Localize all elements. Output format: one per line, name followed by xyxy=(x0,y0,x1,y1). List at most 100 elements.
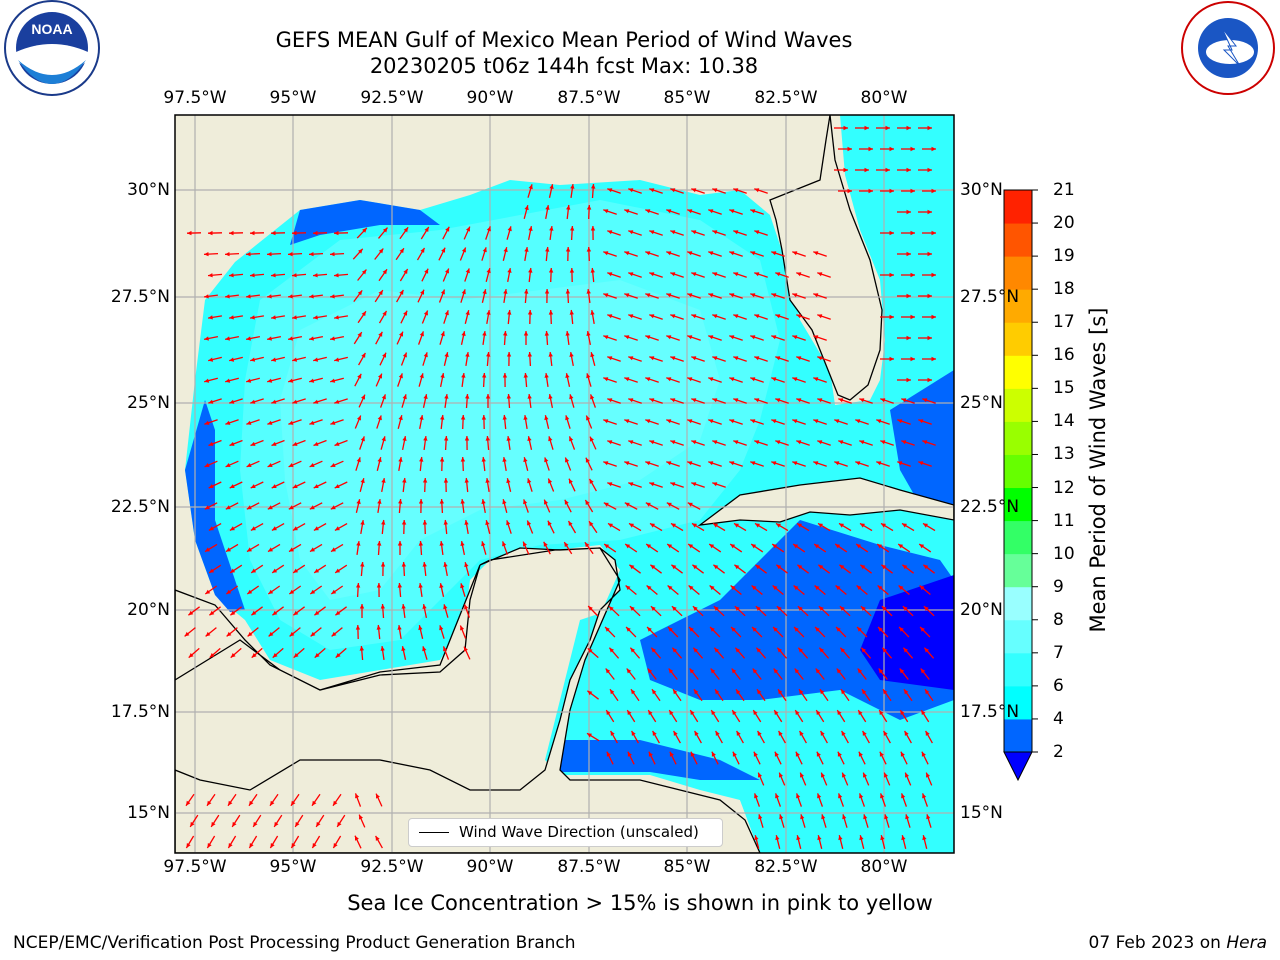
wind-wave-arrowhead xyxy=(204,420,210,425)
wind-wave-arrowhead xyxy=(288,420,294,425)
wind-wave-arrowhead xyxy=(899,668,905,674)
wind-wave-arrowhead xyxy=(586,289,591,294)
sea-ice-note: Sea Ice Concentration > 15% is shown in … xyxy=(347,891,933,915)
wind-wave-arrowhead xyxy=(603,502,609,507)
wind-wave-arrowhead xyxy=(378,248,384,254)
colorbar-tick-label: 21 xyxy=(1053,180,1075,200)
wind-wave-arrowhead xyxy=(397,625,402,630)
wind-wave-arrowhead xyxy=(902,564,908,570)
wind-wave-arrowhead xyxy=(668,627,673,632)
wind-wave-arrowhead xyxy=(931,272,936,278)
wind-wave-arrowhead xyxy=(834,419,840,424)
wind-wave-arrowhead xyxy=(925,730,930,736)
wind-wave-arrowhead xyxy=(708,209,714,214)
wind-wave-arrowhead xyxy=(837,710,842,715)
wind-wave-arrowhead xyxy=(687,335,693,340)
wind-wave-arrowhead xyxy=(838,440,844,445)
wind-wave-arrowhead xyxy=(605,668,611,674)
wind-wave-arrowhead xyxy=(506,478,511,484)
wind-wave-arrowhead xyxy=(652,730,657,736)
wind-wave-arrowhead xyxy=(624,461,630,466)
wind-wave-arrowhead xyxy=(859,398,865,403)
wind-wave-arrowhead xyxy=(688,585,694,591)
wind-wave-arrowhead xyxy=(796,793,801,799)
wind-wave-arrowhead xyxy=(797,606,803,611)
wind-wave-arrowhead xyxy=(910,146,915,152)
wind-wave-arrowhead xyxy=(906,209,911,215)
wind-wave-arrowhead xyxy=(868,146,873,152)
wind-wave-arrowhead xyxy=(359,646,364,651)
east-side-band xyxy=(890,370,954,505)
wind-wave-arrowhead xyxy=(485,394,491,399)
wind-wave-arrowhead xyxy=(750,419,756,424)
wind-wave-arrowhead xyxy=(461,247,466,253)
wind-wave-arrowhead xyxy=(422,520,428,525)
wind-wave-arrowhead xyxy=(377,457,382,463)
wind-wave-arrowhead xyxy=(689,668,695,674)
wind-wave-arrowhead xyxy=(918,419,924,424)
wind-wave-arrowhead xyxy=(271,273,276,278)
wind-wave-arrowhead xyxy=(270,843,275,848)
wind-wave-arrowhead xyxy=(249,800,254,806)
wind-wave-arrowhead xyxy=(443,646,448,652)
wind-wave-arrowhead xyxy=(334,357,340,362)
wind-wave-arrowhead xyxy=(292,230,297,236)
wind-wave-arrowhead xyxy=(506,520,511,526)
wind-wave-arrowhead xyxy=(624,251,630,256)
wind-wave-arrowhead xyxy=(603,377,609,382)
wind-wave-arrowhead xyxy=(569,310,574,315)
lon-tick-top: 90°W xyxy=(466,88,514,108)
wind-wave-arrowhead xyxy=(464,478,469,483)
wind-wave-arrowhead xyxy=(461,331,466,336)
wind-wave-arrowhead xyxy=(267,505,273,510)
wind-wave-arrowhead xyxy=(753,751,758,757)
wind-wave-arrowhead xyxy=(402,352,407,358)
wind-wave-arrowhead xyxy=(733,356,739,361)
wind-wave-arrowhead xyxy=(288,336,293,341)
svg-text:NOAA: NOAA xyxy=(31,21,72,37)
wind-wave-arrowhead xyxy=(856,585,862,591)
wind-wave-arrowhead xyxy=(796,272,802,277)
wind-wave-arrowhead xyxy=(523,541,527,547)
wind-wave-arrowhead xyxy=(927,167,932,173)
lon-tick-bottom: 87.5°W xyxy=(557,857,621,877)
wind-wave-arrowhead xyxy=(712,440,718,445)
wind-wave-arrowhead xyxy=(334,399,340,404)
wind-wave-arrowhead xyxy=(645,335,651,340)
wind-wave-arrowhead xyxy=(860,564,866,570)
wind-wave-arrowhead xyxy=(309,252,314,257)
wind-wave-arrowhead xyxy=(482,331,487,336)
colorbar-segment xyxy=(1004,190,1032,224)
wind-wave-arrowhead xyxy=(750,461,756,466)
wind-wave-arrowhead xyxy=(523,415,528,420)
wind-wave-arrowhead xyxy=(310,547,315,552)
colorbar-segment xyxy=(1004,718,1032,753)
credit-text: NCEP/EMC/Verification Post Processing Pr… xyxy=(13,933,576,953)
wind-wave-arrowhead xyxy=(464,646,468,652)
wind-wave-arrowhead xyxy=(292,315,297,320)
wind-wave-arrowhead xyxy=(859,835,864,841)
wind-wave-arrowhead xyxy=(289,589,295,594)
wind-wave-arrowhead xyxy=(839,606,845,611)
wind-wave-arrowhead xyxy=(604,544,610,549)
wind-wave-arrowhead xyxy=(229,399,235,404)
wind-wave-arrowhead xyxy=(709,585,715,591)
wind-wave-arrowhead xyxy=(920,627,925,632)
wind-wave-arrowhead xyxy=(792,461,798,466)
wind-wave-arrowhead xyxy=(920,668,926,674)
wind-wave-arrowhead xyxy=(712,398,718,403)
wind-wave-arrowhead xyxy=(250,273,255,278)
wind-wave-arrowhead xyxy=(624,377,630,382)
wind-wave-arrowhead xyxy=(603,209,609,214)
wind-wave-arrowhead xyxy=(464,562,469,568)
wind-wave-arrowhead xyxy=(422,478,428,483)
colorbar-segment xyxy=(1004,520,1032,555)
wind-wave-arrowhead xyxy=(590,310,595,315)
wind-wave-arrowhead xyxy=(568,521,573,526)
wind-wave-arrowhead xyxy=(773,627,778,632)
wind-wave-arrowhead xyxy=(624,335,630,340)
wind-wave-arrowhead xyxy=(355,793,360,799)
wind-wave-arrowhead xyxy=(714,647,719,653)
wind-wave-arrowhead xyxy=(797,523,802,528)
